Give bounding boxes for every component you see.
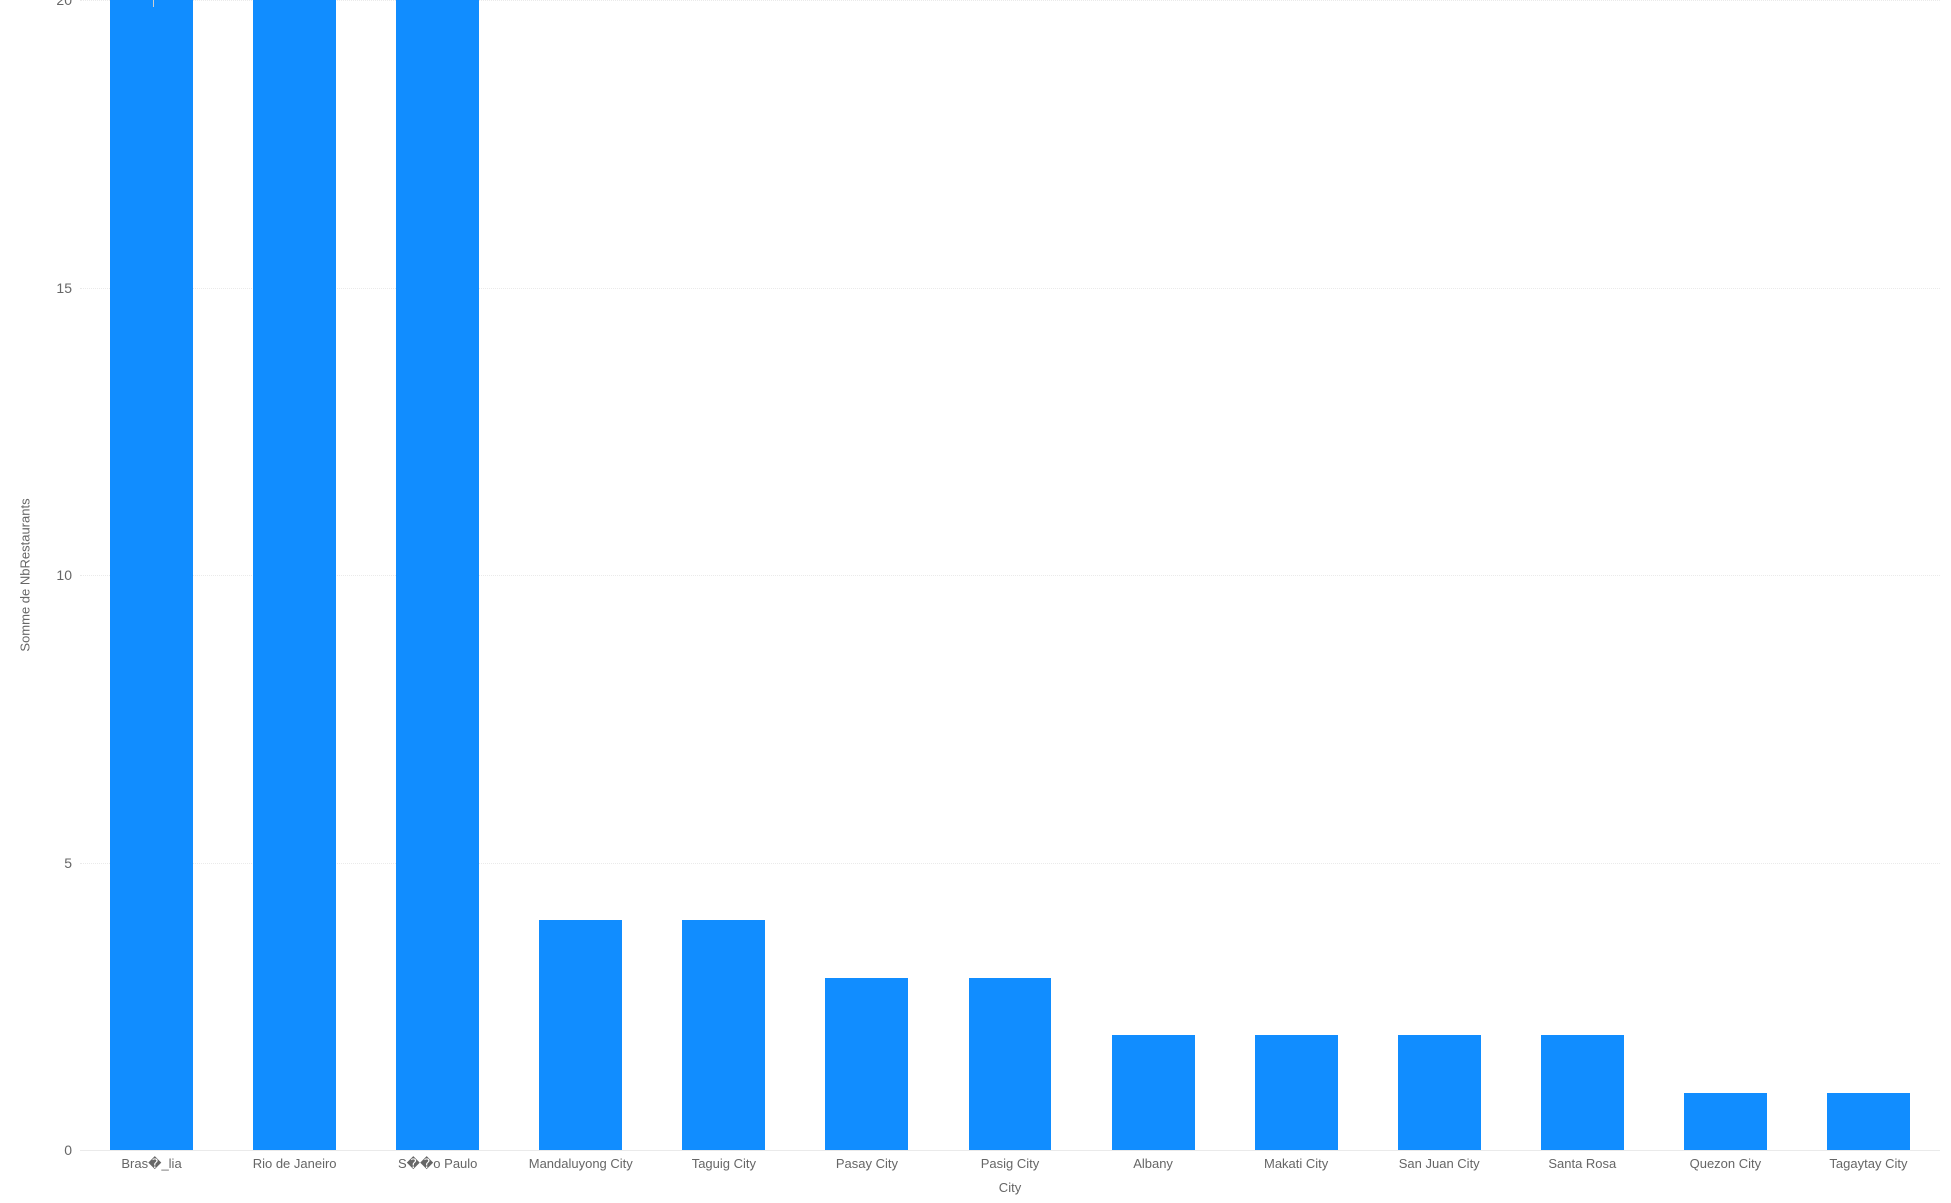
bar[interactable] [1827,1093,1910,1151]
x-tick-label: Rio de Janeiro [253,1150,337,1171]
x-tick-label: Pasig City [981,1150,1040,1171]
bar[interactable] [396,0,479,1150]
bar[interactable] [1255,1035,1338,1150]
bar[interactable] [1112,1035,1195,1150]
bar[interactable] [1398,1035,1481,1150]
top-tick-stub [153,0,154,7]
bar[interactable] [539,920,622,1150]
bar[interactable] [1684,1093,1767,1151]
gridline [80,863,1940,864]
bar[interactable] [1541,1035,1624,1150]
x-tick-label: Makati City [1264,1150,1328,1171]
x-tick-label: Albany [1133,1150,1173,1171]
y-tick-label: 15 [56,280,80,296]
gridline [80,575,1940,576]
x-tick-label: Santa Rosa [1548,1150,1616,1171]
x-tick-label: Tagaytay City [1829,1150,1907,1171]
x-tick-label: S��o Paulo [398,1150,477,1172]
plot-area: 05101520Bras�_liaRio de JaneiroS��o Paul… [80,0,1940,1150]
x-tick-label: Bras�_lia [121,1150,181,1172]
x-tick-label: Pasay City [836,1150,898,1171]
y-tick-label: 5 [64,855,80,871]
gridline [80,0,1940,1]
x-tick-label: San Juan City [1399,1150,1480,1171]
y-axis-title: Somme de NbRestaurants [18,498,33,651]
bar-chart: 0 5 10 15 20 Bras�_lia Rio de Janeiro S��o Paul… [0,0,1951,1203]
bar[interactable] [825,978,908,1151]
gridline [80,288,1940,289]
bar[interactable] [682,920,765,1150]
bar[interactable] [969,978,1052,1151]
x-tick-label: Taguig City [692,1150,756,1171]
x-tick-label: Mandaluyong City [529,1150,633,1171]
y-tick-label: 0 [64,1142,80,1158]
y-tick-label: 20 [56,0,80,8]
bar[interactable] [110,0,193,1150]
bar[interactable] [253,0,336,1150]
x-tick-label: Quezon City [1690,1150,1762,1171]
x-axis-title: City [999,1180,1021,1195]
y-tick-label: 10 [56,567,80,583]
